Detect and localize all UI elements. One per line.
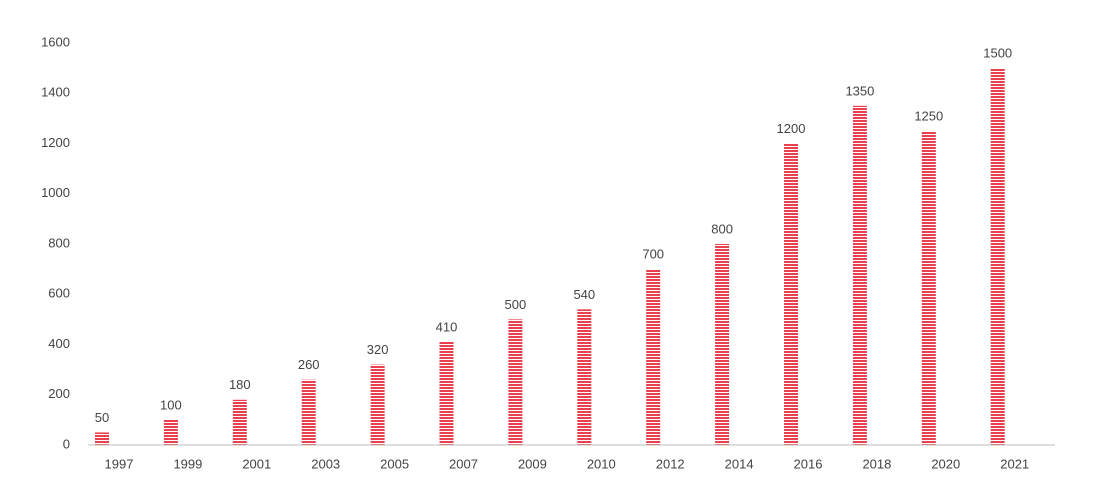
x-tick-label: 2001 — [242, 456, 271, 471]
data-label: 800 — [711, 221, 733, 236]
bar — [163, 419, 178, 445]
data-label: 100 — [160, 397, 182, 412]
data-label: 260 — [298, 357, 320, 372]
bar — [646, 269, 661, 445]
y-tick-label: 200 — [48, 386, 70, 401]
y-tick-label: 1200 — [41, 135, 70, 150]
bar — [990, 68, 1005, 445]
data-label: 320 — [367, 342, 389, 357]
y-tick-label: 800 — [48, 235, 70, 250]
bar — [370, 364, 385, 445]
x-tick-label: 1999 — [173, 456, 202, 471]
bar — [439, 341, 454, 445]
data-label: 700 — [642, 247, 664, 262]
data-label: 180 — [229, 377, 251, 392]
x-tick-label: 2014 — [725, 456, 754, 471]
x-tick-label: 2012 — [656, 456, 685, 471]
bar — [232, 399, 247, 445]
data-label: 1200 — [777, 121, 806, 136]
bar — [921, 130, 936, 445]
data-label: 50 — [95, 410, 109, 425]
x-tick-label: 2020 — [931, 456, 960, 471]
data-label: 410 — [436, 319, 458, 334]
x-tick-label: 2005 — [380, 456, 409, 471]
y-tick-label: 1600 — [41, 34, 70, 49]
bar — [577, 309, 592, 445]
x-tick-label: 2018 — [862, 456, 891, 471]
data-label: 540 — [573, 287, 595, 302]
x-tick-label: 2009 — [518, 456, 547, 471]
y-tick-label: 400 — [48, 336, 70, 351]
x-tick-label: 2003 — [311, 456, 340, 471]
bar — [715, 244, 730, 445]
x-tick-label: 2021 — [1000, 456, 1029, 471]
x-tick-label: 2007 — [449, 456, 478, 471]
y-tick-label: 600 — [48, 286, 70, 301]
bar — [508, 319, 523, 445]
bar — [852, 105, 867, 445]
y-tick-label: 1400 — [41, 85, 70, 100]
data-label: 1250 — [914, 108, 943, 123]
x-tick-label: 1997 — [105, 456, 134, 471]
bar — [95, 432, 109, 445]
x-tick-label: 2010 — [587, 456, 616, 471]
y-tick-label: 1000 — [41, 185, 70, 200]
data-label: 1500 — [983, 46, 1012, 61]
data-label: 500 — [505, 297, 527, 312]
data-label: 1350 — [845, 83, 874, 98]
y-tick-label: 0 — [63, 436, 70, 451]
bar — [784, 143, 798, 445]
x-tick-label: 2016 — [794, 456, 823, 471]
bar — [301, 379, 316, 445]
